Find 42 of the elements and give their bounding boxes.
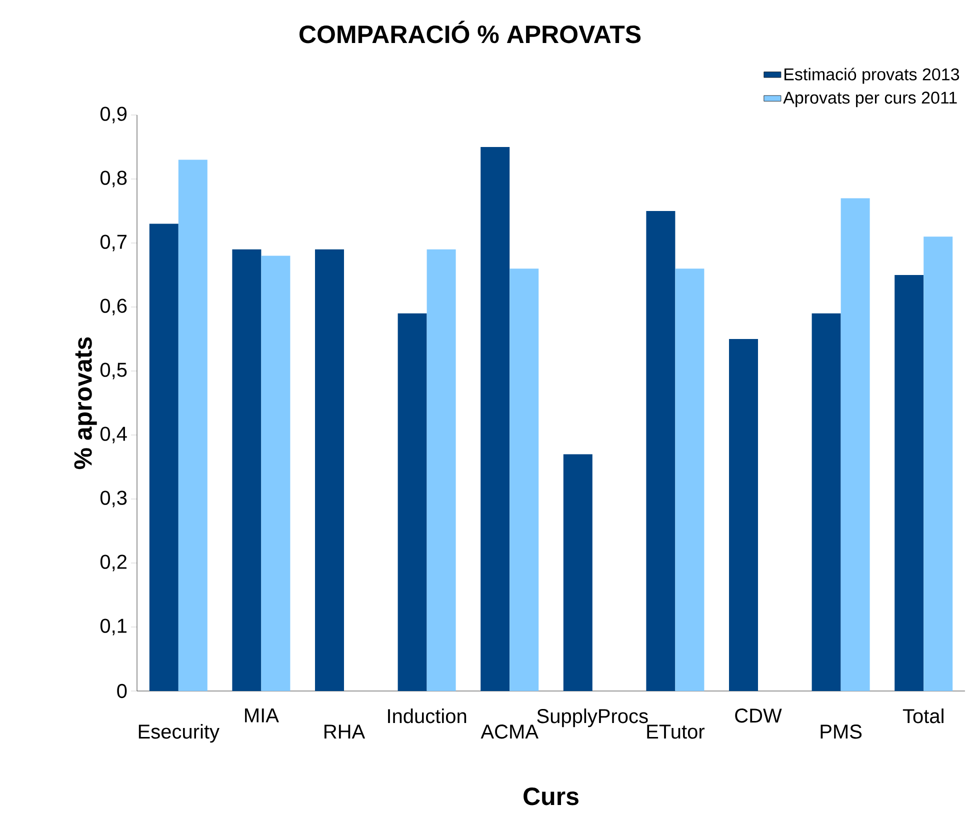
y-tick-label: 0,9: [100, 106, 127, 124]
legend-label: Aprovats per curs 2011: [783, 92, 957, 108]
bar: [894, 274, 924, 691]
x-axis-title: Curs: [524, 788, 578, 806]
x-tick-label: CDW: [735, 708, 782, 723]
x-tick-label: MIA: [245, 708, 279, 722]
bar: [812, 313, 841, 691]
bar: [315, 249, 344, 691]
y-axis-title: % aprovats: [74, 337, 97, 470]
x-tick-label: Induction: [388, 708, 466, 724]
bar: [398, 313, 427, 691]
bar: [232, 249, 262, 691]
bar: [646, 210, 676, 691]
y-tick-label: 0,3: [100, 490, 127, 508]
y-tick-label: 0,2: [100, 554, 126, 572]
x-tick-label: ETutor: [647, 724, 705, 739]
bar: [924, 236, 953, 691]
y-tick-label: 0: [117, 684, 127, 698]
bar: [149, 224, 178, 691]
y-tick-label: 0,1: [100, 618, 126, 636]
legend-label: Estimació provats 2013: [784, 68, 960, 84]
bar: [840, 198, 870, 691]
y-tick-label: 0,5: [100, 362, 127, 380]
bar: [563, 454, 592, 691]
y-tick-label: 0,4: [100, 426, 127, 444]
y-tick-label: 0,6: [100, 298, 127, 316]
bar: [178, 160, 208, 691]
bar: [510, 268, 539, 691]
x-tick-label: Total: [902, 708, 944, 724]
bar: [729, 339, 758, 691]
x-tick-label: ACMA: [480, 724, 538, 739]
y-tick-label: 0,7: [100, 234, 126, 252]
x-tick-label: SupplyProcs: [537, 708, 648, 728]
x-tick-label: RHA: [324, 724, 366, 739]
y-tick-label: 0,8: [100, 170, 127, 188]
bar: [480, 146, 510, 691]
bar: [426, 249, 456, 691]
bar: [261, 256, 290, 691]
x-tick-label: PMS: [820, 724, 862, 739]
x-tick-label: Esecurity: [138, 724, 220, 743]
bar: [675, 268, 704, 691]
chart-title: COMPARACIÓ % APROVATS: [300, 20, 641, 44]
